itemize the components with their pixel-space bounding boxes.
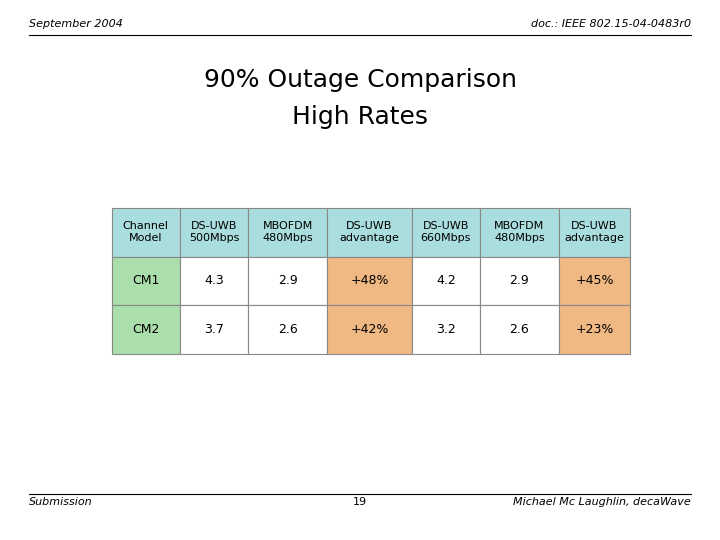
Text: +45%: +45%: [575, 274, 613, 287]
Text: DS-UWB
660Mbps: DS-UWB 660Mbps: [420, 221, 471, 243]
Text: High Rates: High Rates: [292, 105, 428, 129]
Text: CM2: CM2: [132, 323, 159, 336]
Text: DS-UWB
500Mbps: DS-UWB 500Mbps: [189, 221, 239, 243]
Text: 90% Outage Comparison: 90% Outage Comparison: [204, 68, 516, 91]
Text: Michael Mc Laughlin, decaWave: Michael Mc Laughlin, decaWave: [513, 497, 691, 507]
Text: +42%: +42%: [350, 323, 389, 336]
Text: 4.2: 4.2: [436, 274, 456, 287]
Text: September 2004: September 2004: [29, 19, 122, 29]
Text: +48%: +48%: [350, 274, 389, 287]
Text: 2.6: 2.6: [510, 323, 529, 336]
Text: 4.3: 4.3: [204, 274, 224, 287]
Text: 19: 19: [353, 497, 367, 507]
Text: +23%: +23%: [575, 323, 613, 336]
Text: Submission: Submission: [29, 497, 92, 507]
Text: 3.2: 3.2: [436, 323, 456, 336]
Text: 3.7: 3.7: [204, 323, 224, 336]
Text: CM1: CM1: [132, 274, 159, 287]
Text: MBOFDM
480Mbps: MBOFDM 480Mbps: [262, 221, 313, 243]
Text: 2.6: 2.6: [278, 323, 297, 336]
Text: Channel
Model: Channel Model: [122, 221, 168, 243]
Text: doc.: IEEE 802.15-04-0483r0: doc.: IEEE 802.15-04-0483r0: [531, 19, 691, 29]
Text: 2.9: 2.9: [278, 274, 297, 287]
Text: MBOFDM
480Mbps: MBOFDM 480Mbps: [494, 221, 545, 243]
Text: DS-UWB
advantage: DS-UWB advantage: [564, 221, 624, 243]
Text: DS-UWB
advantage: DS-UWB advantage: [340, 221, 400, 243]
Text: 2.9: 2.9: [510, 274, 529, 287]
